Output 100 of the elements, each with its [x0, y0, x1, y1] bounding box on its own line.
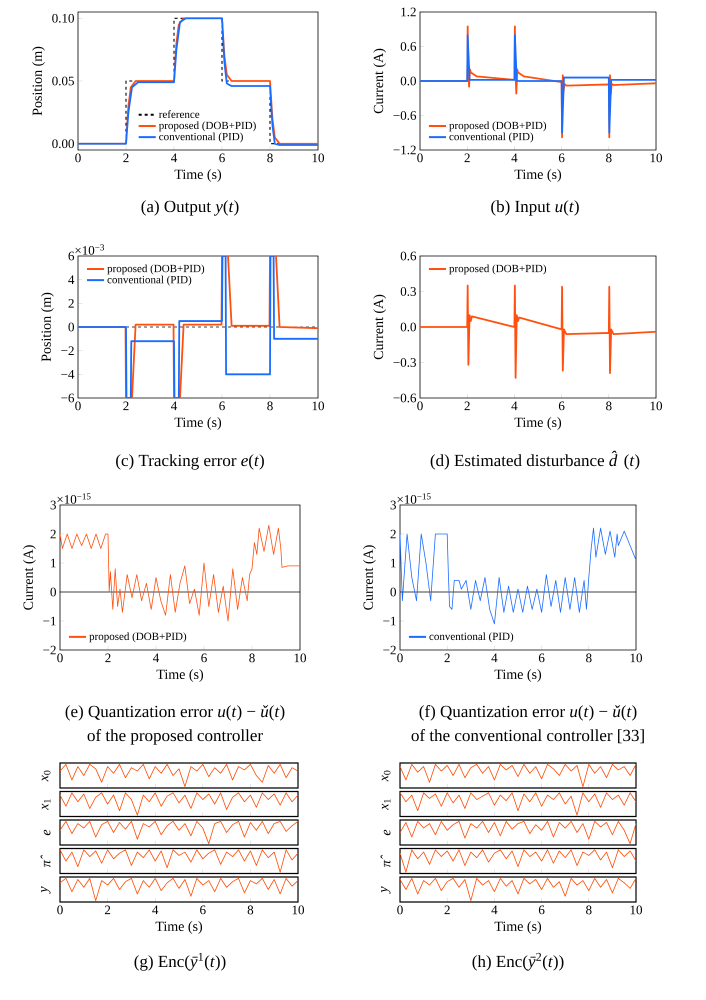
y-axis-title: y [41, 886, 50, 894]
x-axis-title: Time (s) [174, 169, 222, 182]
x-tick-label: 6 [201, 654, 207, 662]
y-axis-title: π̂ [40, 854, 50, 868]
x-axis-title: Time (s) [514, 169, 562, 182]
y-tick-label: 3 [390, 500, 396, 510]
x-tick-label: 2 [104, 906, 110, 914]
x-axis-title: Time (s) [514, 417, 562, 430]
y-tick-label: −0.6 [394, 394, 416, 402]
y-tick-label: −1.2 [394, 146, 416, 154]
y-axis-title: Position (m) [32, 46, 45, 116]
x-tick-label: 10 [312, 154, 324, 162]
y-tick-label: 3 [50, 500, 56, 510]
y-tick-label: −0.6 [394, 111, 416, 120]
x-tick-label: 4 [491, 654, 498, 662]
y-tick-label: 6 [68, 252, 74, 260]
x-tick-label: 4 [152, 906, 158, 914]
x-tick-label: 10 [630, 654, 642, 662]
x-axis-title: Time (s) [156, 669, 204, 682]
x-tick-label: 10 [630, 906, 642, 914]
x-tick-label: 0 [417, 402, 423, 410]
x-tick-label: 10 [650, 402, 662, 410]
y-tick-label: 1 [391, 558, 396, 568]
x-tick-label: 6 [219, 402, 225, 410]
y-tick-label: −4 [61, 370, 74, 379]
y-tick-label: 2 [50, 530, 56, 538]
legend-label: conventional (PID) [429, 632, 514, 642]
y-tick-label: −1 [383, 616, 396, 626]
y-tick-label: −1 [43, 616, 56, 626]
x-tick-label: 10 [292, 906, 304, 914]
legend-label: proposed (DOB+PID) [449, 121, 546, 132]
x-tick-label: 6 [558, 402, 564, 410]
y-tick-label: 0.3 [400, 287, 416, 296]
chart-title: (e) Quantization error u(t) − ǔ(t) [66, 705, 284, 721]
y-tick-label: 0.6 [400, 252, 416, 260]
y-tick-label: 0.0 [400, 76, 416, 86]
text: ×10$^{−15}$ [398, 493, 431, 504]
x-tick-label: 8 [606, 154, 612, 162]
text: (h) Enc(ȳ$^{2}$(t)) [472, 952, 564, 971]
x-tick-label: 8 [586, 906, 592, 914]
x-tick-label: 10 [294, 654, 306, 662]
y-tick-label: 1.2 [401, 8, 416, 16]
x-tick-label: 4 [511, 154, 518, 162]
text: of the conventional controller [33] [412, 729, 644, 744]
legend-label: proposed (DOB+PID) [449, 264, 546, 274]
legend-label: conventional (PID) [108, 276, 192, 286]
legend-label: proposed (DOB+PID) [107, 264, 204, 274]
x-tick-label: 6 [538, 906, 544, 914]
y-axis-title: y [381, 886, 390, 894]
y-axis-title: Current (A) [373, 294, 386, 360]
x-tick-label: 6 [558, 154, 564, 162]
x-tick-label: 2 [444, 906, 450, 914]
x-tick-label: 2 [105, 654, 111, 662]
x-tick-label: 2 [464, 402, 470, 410]
y-tick-label: 0.00 [52, 139, 74, 148]
y-tick-label: 0.10 [52, 14, 74, 23]
x-tick-label: 8 [249, 654, 255, 662]
x-tick-label: 4 [153, 654, 160, 662]
y-axis-title: x$_{1}$ [42, 799, 50, 810]
x-tick-label: 0 [75, 154, 81, 162]
y-tick-label: 0 [50, 588, 56, 596]
y-tick-label: −2 [383, 646, 396, 654]
text: (c) Tracking error e(t) [116, 454, 264, 470]
y-axis-title: x$_{0}$ [382, 770, 390, 782]
x-tick-label: 2 [123, 402, 129, 410]
y-axis-title: e [384, 830, 390, 836]
x-tick-label: 2 [464, 154, 470, 162]
x-tick-label: 2 [123, 154, 129, 162]
y-tick-label: 0.0 [400, 322, 416, 332]
text: (b) Input u(t) [491, 200, 579, 216]
y-tick-label: 2 [68, 299, 74, 308]
y-axis-title: Current (A) [23, 545, 36, 610]
y-tick-label: 0 [68, 322, 74, 332]
y-tick-label: 0.6 [400, 42, 416, 51]
text: (a) Output y(t) [141, 200, 239, 216]
y-axis-title: Current (A) [373, 48, 386, 114]
text: of the proposed controller [88, 729, 263, 745]
y-axis-title: x$_{0}$ [42, 770, 50, 782]
x-tick-label: 0 [75, 402, 81, 410]
x-tick-label: 4 [171, 154, 178, 162]
x-tick-label: 6 [219, 154, 225, 162]
text: (g) Enc(ȳ$^{1}$(t)) [134, 952, 226, 971]
text: (d) Estimated disturbance d̂(t) [430, 450, 640, 470]
y-axis-title: x$_{1}$ [382, 799, 390, 810]
text: ×10$^{−3}$ [75, 244, 104, 255]
x-tick-label: 10 [650, 154, 662, 162]
legend-label: reference [158, 110, 200, 118]
legend-label: proposed (DOB+PID) [89, 632, 186, 642]
x-tick-label: 0 [417, 154, 423, 162]
x-tick-label: 4 [491, 906, 498, 914]
x-axis-title: Time (s) [494, 669, 542, 682]
x-axis-title: Time (s) [156, 921, 202, 934]
x-tick-label: 4 [171, 402, 178, 410]
x-tick-label: 4 [511, 402, 518, 410]
legend-label: conventional (PID) [449, 132, 534, 142]
x-tick-label: 8 [267, 402, 273, 410]
y-axis-title: e [44, 830, 50, 836]
x-tick-label: 8 [606, 402, 612, 410]
y-axis-title: Current (A) [363, 545, 376, 610]
y-tick-label: −0.3 [394, 358, 416, 367]
